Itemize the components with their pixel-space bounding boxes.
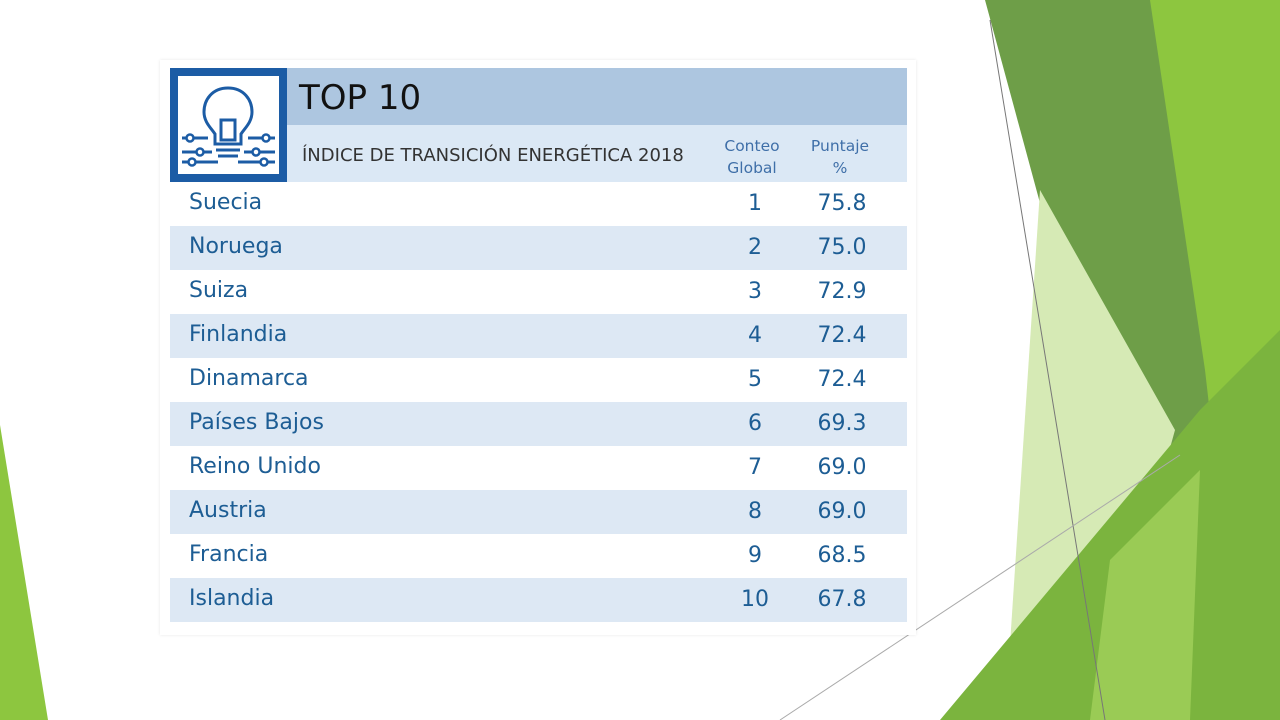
score-value: 68.5 (817, 543, 867, 568)
score-value: 69.0 (817, 455, 867, 480)
table-row: Francia 9 68.5 (170, 534, 907, 578)
column-header-score-line1: Puntaje (810, 137, 870, 155)
table-row: Suecia 1 75.8 (170, 182, 907, 226)
country-name: Noruega (189, 234, 283, 259)
rank-value: 10 (741, 587, 769, 612)
left-green-sliver (0, 425, 48, 720)
score-value: 67.8 (817, 587, 867, 612)
column-header-score-line2: % (832, 159, 848, 177)
header-title-bar: TOP 10 (287, 68, 907, 125)
right-green-light-wedge (1005, 190, 1175, 720)
score-value: 75.8 (817, 191, 867, 216)
bottom-green-light (1090, 470, 1200, 720)
country-name: Francia (189, 542, 269, 567)
table-row: Islandia 10 67.8 (170, 578, 907, 622)
country-name: Islandia (189, 586, 275, 611)
country-name: Austria (189, 498, 267, 523)
rank-value: 1 (748, 191, 762, 216)
table-row: Países Bajos 6 69.3 (170, 402, 907, 446)
country-name: Finlandia (189, 322, 288, 347)
table-row: Noruega 2 75.0 (170, 226, 907, 270)
score-value: 69.0 (817, 499, 867, 524)
rank-value: 8 (748, 499, 762, 524)
rank-value: 2 (748, 235, 762, 260)
column-header-rank: Conteo Global (707, 135, 797, 179)
score-value: 72.9 (817, 279, 867, 304)
column-header-rank-line2: Global (727, 159, 777, 177)
table-row: Finlandia 4 72.4 (170, 314, 907, 358)
ranking-table: TOP 10 ÍNDICE DE TRANSICIÓN ENERGÉTICA 2… (160, 60, 916, 635)
table-row: Austria 8 69.0 (170, 490, 907, 534)
country-name: Países Bajos (189, 410, 324, 435)
bottom-green-wedge (940, 330, 1280, 720)
table-row: Reino Unido 7 69.0 (170, 446, 907, 490)
rank-value: 3 (748, 279, 762, 304)
column-header-rank-line1: Conteo (724, 137, 780, 155)
country-name: Dinamarca (189, 366, 309, 391)
icon-box (170, 68, 287, 182)
country-name: Reino Unido (189, 454, 321, 479)
rank-value: 9 (748, 543, 762, 568)
table-title: TOP 10 (299, 78, 422, 118)
rank-value: 5 (748, 367, 762, 392)
table-row: Suiza 3 72.9 (170, 270, 907, 314)
rank-value: 7 (748, 455, 762, 480)
score-value: 69.3 (817, 411, 867, 436)
country-name: Suecia (189, 190, 263, 215)
score-value: 75.0 (817, 235, 867, 260)
country-name: Suiza (189, 278, 249, 303)
lightbulb-circuit-icon (182, 86, 275, 167)
table-body: Suecia 1 75.8 Noruega 2 75.0 Suiza 3 72.… (170, 182, 907, 622)
rank-value: 4 (748, 323, 762, 348)
column-header-score: Puntaje % (795, 135, 885, 179)
rank-value: 6 (748, 411, 762, 436)
score-value: 72.4 (817, 367, 867, 392)
thin-line-2 (779, 454, 1181, 720)
thin-line-1 (989, 19, 1106, 720)
table-row: Dinamarca 5 72.4 (170, 358, 907, 402)
table-subtitle: ÍNDICE DE TRANSICIÓN ENERGÉTICA 2018 (302, 145, 684, 166)
score-value: 72.4 (817, 323, 867, 348)
header-subtitle-bar: ÍNDICE DE TRANSICIÓN ENERGÉTICA 2018 Con… (287, 125, 907, 182)
